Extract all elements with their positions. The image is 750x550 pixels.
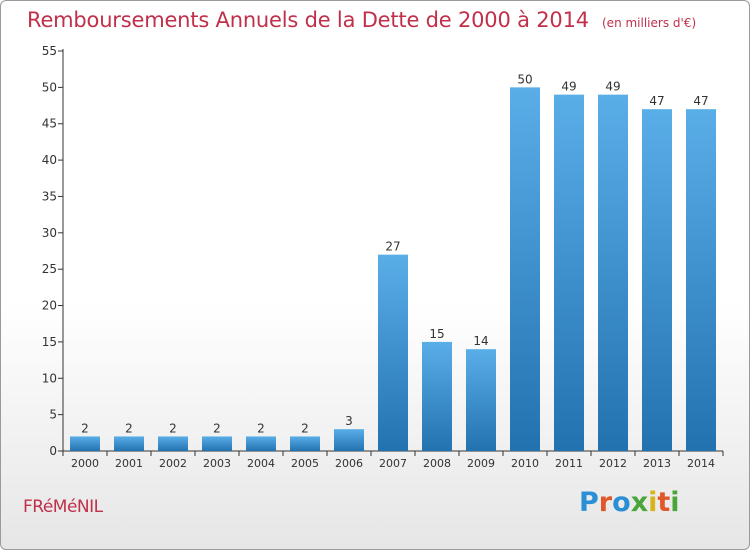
x-tick-label-2014: 2014	[687, 457, 715, 470]
bar-2014	[686, 109, 716, 451]
brand-letter: o	[612, 487, 631, 518]
brand-letter: x	[630, 487, 649, 518]
brand-letter: t	[657, 487, 671, 518]
x-tick-label-2006: 2006	[335, 457, 363, 470]
data-label-2013: 47	[649, 94, 664, 108]
data-label-2004: 2	[257, 421, 265, 435]
brand-letter: i	[648, 487, 658, 518]
data-label-2014: 47	[693, 94, 708, 108]
x-tick-label-2001: 2001	[115, 457, 143, 470]
y-tick-label: 55	[42, 44, 57, 58]
bar-2005	[290, 436, 320, 451]
x-tick-label-2005: 2005	[291, 457, 319, 470]
data-label-2008: 15	[429, 327, 444, 341]
x-tick-label-2012: 2012	[599, 457, 627, 470]
title-text: Remboursements Annuels de la Dette de 20…	[27, 8, 589, 32]
bar-2007	[378, 254, 408, 451]
brand-letter: P	[579, 487, 599, 518]
bar-2002	[158, 436, 188, 451]
x-tick-label-2013: 2013	[643, 457, 671, 470]
data-label-2003: 2	[213, 421, 221, 435]
x-tick-label-2004: 2004	[247, 457, 275, 470]
data-label-2007: 27	[385, 240, 400, 254]
data-label-2001: 2	[125, 421, 133, 435]
unit-label: (en milliers d'€)	[602, 16, 697, 30]
bar-2009	[466, 349, 496, 451]
bar-2001	[114, 436, 144, 451]
y-tick-label: 50	[42, 80, 57, 94]
y-tick-label: 40	[42, 153, 57, 167]
bar-2011	[554, 94, 584, 452]
y-tick-label: 25	[42, 262, 57, 276]
bar-2000	[70, 436, 100, 451]
x-tick-label-2007: 2007	[379, 457, 407, 470]
bar-2013	[642, 109, 672, 451]
y-tick-label: 30	[42, 226, 57, 240]
brand-letter: r	[598, 487, 613, 518]
x-tick-label-2003: 2003	[203, 457, 231, 470]
y-tick-label: 45	[42, 117, 57, 131]
data-label-2005: 2	[301, 421, 309, 435]
data-label-2006: 3	[345, 414, 353, 428]
proxiti-logo: Proxiti	[579, 487, 680, 518]
y-tick-label: 10	[42, 371, 57, 385]
x-tick-label-2000: 2000	[71, 457, 99, 470]
data-label-2009: 14	[473, 334, 488, 348]
x-tick-label-2010: 2010	[511, 457, 539, 470]
y-tick-label: 35	[42, 189, 57, 203]
y-tick-label: 20	[42, 299, 57, 313]
bar-2012	[598, 94, 628, 452]
y-tick-label: 0	[49, 444, 57, 458]
brand-letter: i	[670, 487, 680, 518]
bar-2006	[334, 429, 364, 451]
bar-2003	[202, 436, 232, 451]
data-label-2002: 2	[169, 421, 177, 435]
x-tick-label-2002: 2002	[159, 457, 187, 470]
bar-2004	[246, 436, 276, 451]
data-label-2010: 50	[517, 72, 532, 86]
x-tick-label-2011: 2011	[555, 457, 583, 470]
x-tick-label-2008: 2008	[423, 457, 451, 470]
y-tick-label: 5	[49, 408, 57, 422]
bar-2010	[510, 87, 540, 451]
bar-2008	[422, 341, 452, 451]
data-label-2012: 49	[605, 80, 620, 94]
x-tick-label-2009: 2009	[467, 457, 495, 470]
data-label-2011: 49	[561, 80, 576, 94]
commune-name: FRéMéNIL	[23, 497, 103, 517]
y-tick-label: 15	[42, 335, 57, 349]
data-label-2000: 2	[81, 421, 89, 435]
chart-title: Remboursements Annuels de la Dette de 20…	[27, 8, 696, 32]
